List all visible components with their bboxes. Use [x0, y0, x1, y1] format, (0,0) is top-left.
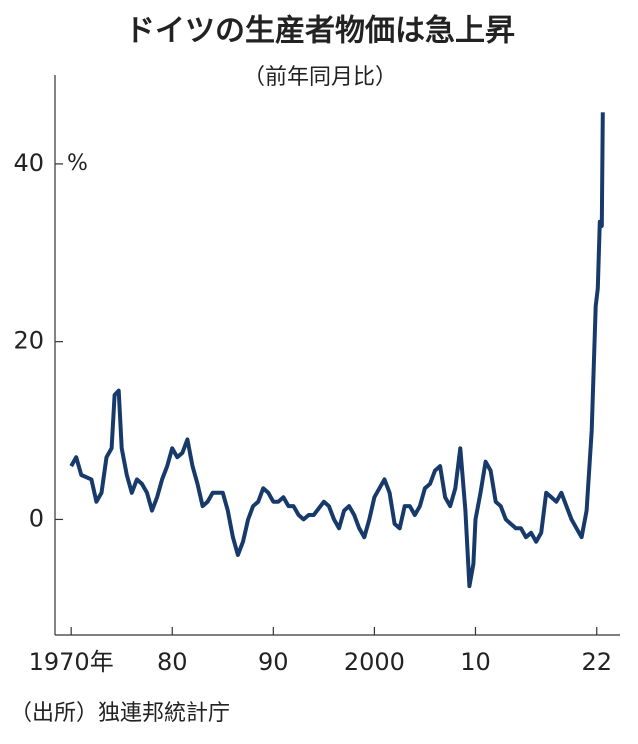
y-tick-label: 0 [29, 504, 44, 532]
source-note: （出所）独連邦統計庁 [10, 701, 230, 726]
data-line [69, 112, 605, 589]
chart-subtitle: （前年同月比） [243, 65, 397, 90]
y-tick-label: 20 [13, 327, 44, 355]
x-tick-label: 10 [460, 648, 491, 676]
x-tick-label: 2000 [344, 648, 405, 676]
x-tick-label: 80 [157, 648, 188, 676]
unit-label: % [67, 151, 88, 176]
chart-title: ドイツの生産者物価は急上昇 [125, 14, 515, 49]
x-tick-label: 90 [258, 648, 289, 676]
y-tick-label: 40 [13, 149, 44, 177]
x-tick-label: 22 [581, 648, 612, 676]
x-tick-label: 1970年 [29, 648, 114, 676]
